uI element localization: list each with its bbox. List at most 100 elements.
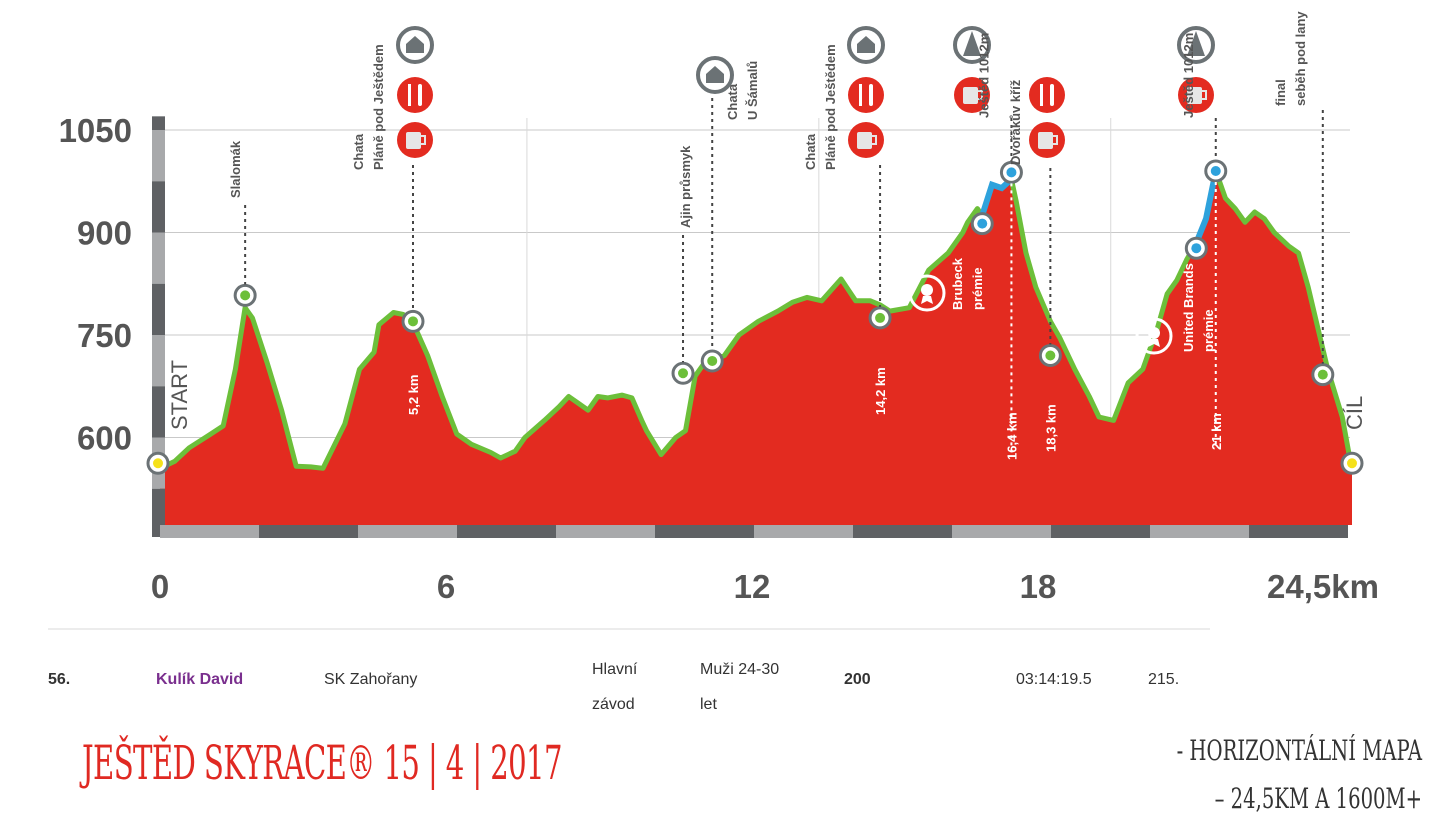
result-category: Muži 24-30 let [700,661,780,713]
map-subtitle-line1: - HORIZONTÁLNÍ MAPA [1176,734,1422,767]
waypoint-1-marker-core [240,290,251,301]
y-tick-label: 900 [77,215,132,252]
x-axis-band-0 [160,525,259,538]
waypoint-5-icon-drink-2-handle [870,135,877,145]
waypoint-4-icon-house-0-house [706,66,724,83]
waypoint-5-icon-food-1-knife [869,84,873,106]
waypoint-5-marker-core [875,312,886,323]
waypoint-2-icon-food-1-fork [408,84,411,106]
waypoint-1-marker [233,283,257,307]
y-axis-band-5 [152,335,165,387]
climb-segment-2 [1193,168,1219,246]
y-axis-band-8 [152,488,165,537]
waypoint-3-marker [671,361,695,385]
x-axis-band-7 [853,525,952,538]
results-row: 56. Kulík David SK Zahořany Hlavní závod… [48,628,1210,718]
waypoint-7-icon-summit-0-tower [963,31,981,56]
waypoint-11-label-a: final [1273,79,1288,106]
waypoint-2-icon-food-1 [397,77,433,113]
chart-icons [396,26,1215,355]
premium-badge-1 [908,274,946,312]
waypoint-8-km: 18,3 km [1043,404,1058,452]
waypoint-2-label-a: Chata [351,133,366,170]
start-marker-core [153,458,163,469]
waypoint-8-icon-drink-1-handle [1051,135,1058,145]
waypoint-11-label-b: seběh pod lany [1293,11,1308,106]
waypoint-7-icon-drink-1 [954,77,990,113]
waypoint-10-icon-summit-0 [1177,26,1215,64]
waypoint-9-marker [1184,236,1208,260]
result-race: Hlavní závod [592,661,638,713]
waypoint-8-icon-drink-1 [1029,122,1065,158]
waypoint-2-km: 5,2 km [406,375,421,415]
premium-badge-ring [1135,317,1173,355]
premium-badge-ring [908,274,946,312]
premium-badge-ribbon [921,296,933,304]
x-axis-band-4 [556,525,655,538]
waypoint-5-icon-food-1-bg [848,77,884,113]
waypoint-10-km: 21 km [1209,413,1224,450]
y-tick-label: 750 [77,317,132,354]
premium-badge-2 [1135,317,1173,355]
premium-badge-medal [1148,327,1160,339]
waypoint-8-icon-food-0-bg [1029,77,1065,113]
y-axis-band-4 [152,283,165,335]
waypoint-8-icon-drink-1-cup [1038,132,1053,149]
premium-badge-medal [921,284,933,296]
x-axis-band-6 [754,525,853,538]
waypoint-7-km: 16,4 km [1004,412,1019,460]
y-axis-band-6 [152,386,165,438]
waypoint-5-km: 14,2 km [873,367,888,415]
waypoint-2-icon-house-0-house [406,36,424,53]
waypoint-10-marker-core [1210,166,1221,176]
waypoint-4-above-b: U Šámalů [745,61,760,120]
result-time: 03:14:19.5 [1016,671,1092,688]
waypoint-6-marker-core [977,218,988,229]
waypoint-10-icon-drink-1 [1178,77,1214,113]
x-axis-band-3 [457,525,556,538]
waypoint-8-icon-food-0-fork [1040,84,1043,106]
start-marker [146,451,170,475]
waypoint-7-above: Ještěd 1012m [976,33,991,118]
waypoint-8-marker-core [1045,350,1056,361]
waypoint-8-icon-food-0 [1029,77,1065,113]
waypoint-10-icon-drink-1-cup [1187,87,1202,104]
waypoint-5-label-b: Pláně pod Ještědem [823,44,838,170]
waypoint-11-marker-core [1317,369,1328,380]
premium-label-2-b: prémie [1201,309,1216,352]
x-tick-label: 12 [734,568,771,605]
y-axis-band-0 [152,116,165,130]
y-axis-band-2 [152,181,165,233]
waypoint-5-icon-house-0-house [857,36,875,53]
waypoint-5-icon-drink-2 [848,122,884,158]
waypoint-8-icon-food-0-knife [1050,84,1054,106]
waypoint-2-icon-drink-2-cup [406,132,421,149]
x-axis-band-11 [1249,525,1348,538]
waypoint-2-icon-food-1-knife [418,84,422,106]
finish-marker [1340,451,1364,475]
result-place: 215. [1148,671,1180,688]
waypoint-8-marker [1038,344,1062,367]
elevation-outline [158,168,1355,471]
y-axis-band-1 [152,130,165,182]
start-label: START [167,360,192,430]
waypoint-5-icon-food-1 [848,77,884,113]
x-tick-label: 24,5km [1267,568,1379,605]
waypoint-7-marker [999,160,1023,184]
waypoint-7-icon-drink-1-cup [963,87,978,104]
x-tick-label: 0 [151,568,169,605]
premium-label-1-b: prémie [970,267,985,310]
waypoint-2-icon-food-1-bg [397,77,433,113]
waypoint-11-marker [1311,363,1335,387]
waypoint-5-icon-drink-2-cup [857,132,872,149]
waypoint-2-icon-drink-2-handle [419,135,426,145]
waypoint-4-marker [700,349,724,373]
x-tick-label: 18 [1020,568,1057,605]
x-tick-label: 6 [437,568,455,605]
premium-label-1-a: Brubeck [950,257,965,310]
result-bib: 200 [844,671,871,688]
y-tick-label: 1050 [59,112,132,149]
x-axis-band-8 [952,525,1051,538]
premium-label-2-a: United Brands [1181,263,1196,352]
result-name-link[interactable]: Kulík David [156,671,244,688]
